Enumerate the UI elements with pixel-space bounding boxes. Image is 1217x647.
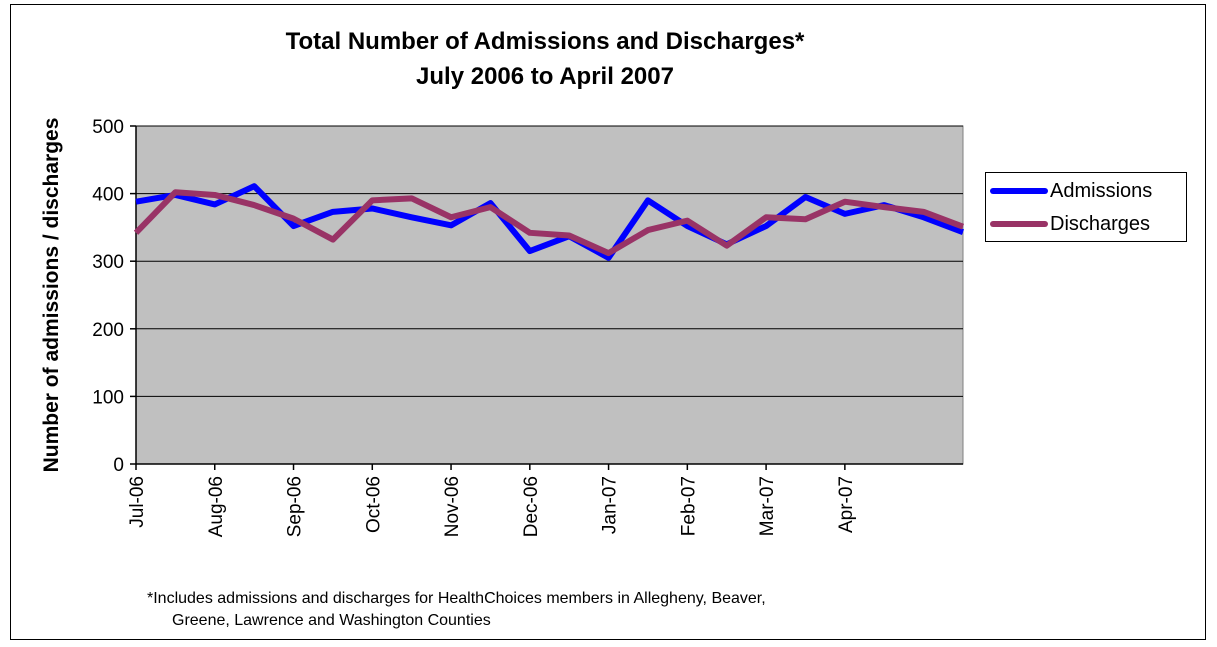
x-tick-label: Oct-06 [363,476,384,533]
footnote-line-2: Greene, Lawrence and Washington Counties [172,612,491,629]
footnote: *Includes admissions and discharges for … [147,588,766,632]
legend-swatch-discharges [990,221,1048,227]
legend-item-admissions: Admissions [990,176,1152,206]
y-tick-label: 300 [92,252,124,273]
x-tick-label: Mar-07 [757,476,778,536]
x-tick-label: Sep-06 [285,476,306,537]
y-tick-label: 100 [92,387,124,408]
x-tick-label: Apr-07 [836,476,857,533]
gridlines [136,125,963,397]
y-tick-label: 200 [92,320,124,341]
legend: Admissions Discharges [985,172,1187,242]
x-tick-label: Aug-06 [206,476,227,537]
footnote-line-1: *Includes admissions and discharges for … [147,590,766,607]
series-line-admissions [135,183,965,261]
plot-area [135,125,964,465]
x-tick-label: Jul-06 [127,476,148,528]
y-tick-label: 0 [113,455,124,476]
legend-label-admissions: Admissions [1050,179,1153,202]
chart-title: Total Number of Admissions and Discharge… [285,28,805,55]
y-tick-label: 500 [92,117,124,138]
legend-label-discharges: Discharges [1050,212,1151,235]
legend-swatch-admissions [990,188,1048,194]
series-line-discharges [133,189,965,257]
x-tick-label: Feb-07 [678,476,699,536]
chart-subtitle: July 2006 to April 2007 [416,63,674,90]
x-tick-label: Nov-06 [442,476,463,537]
y-tick-label: 400 [92,185,124,206]
axes: 0 100 200 300 400 500 Jul-06 Aug-06 Sep-06 Oct-06… [92,117,963,537]
legend-item-discharges: Discharges [990,209,1150,239]
x-tick-label: Jan-07 [600,476,621,534]
x-tick-label: Dec-06 [521,476,542,537]
series-lines [133,183,965,261]
